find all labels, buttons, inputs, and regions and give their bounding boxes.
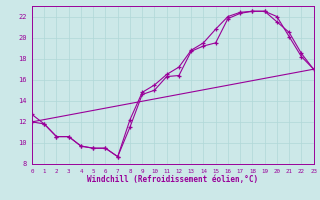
X-axis label: Windchill (Refroidissement éolien,°C): Windchill (Refroidissement éolien,°C) xyxy=(87,175,258,184)
